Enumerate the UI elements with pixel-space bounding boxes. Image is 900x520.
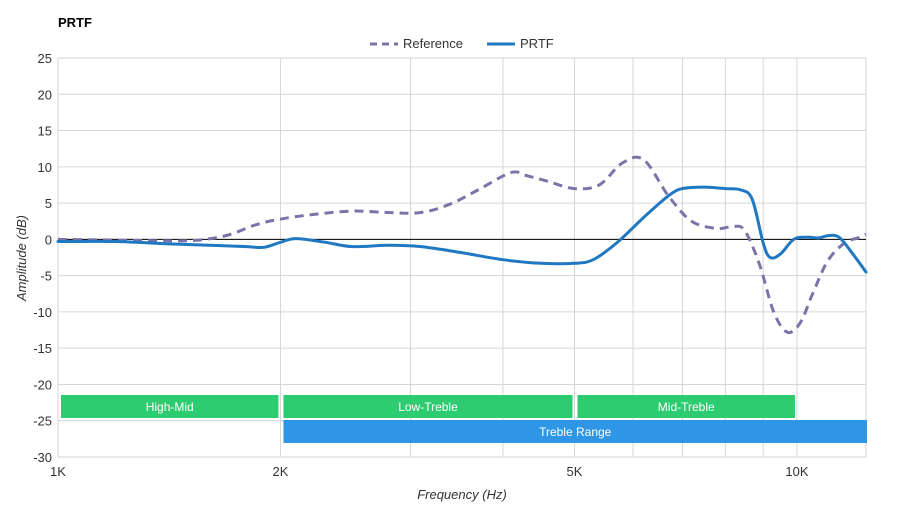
chart-title: PRTF — [58, 15, 92, 30]
y-tick-label: -10 — [33, 305, 52, 320]
y-tick-label: -30 — [33, 450, 52, 465]
y-axis-label: Amplitude (dB) — [14, 215, 29, 302]
legend: Reference PRTF — [370, 36, 554, 51]
x-tick-label: 2K — [272, 464, 288, 479]
y-tick-label: 0 — [45, 232, 52, 247]
band-label: High-Mid — [146, 400, 194, 414]
y-tick-label: -25 — [33, 414, 52, 429]
band-mid-treble — [577, 395, 795, 418]
x-tick-label: 5K — [567, 464, 583, 479]
y-tick-labels: 25 20 15 10 5 0 -5 -10 -15 -20 -25 -30 — [33, 51, 52, 465]
band-label: Treble Range — [539, 425, 612, 439]
band-high-mid — [61, 395, 279, 418]
y-tick-label: 15 — [38, 124, 52, 139]
y-tick-label: 20 — [38, 87, 52, 102]
y-tick-label: -5 — [40, 269, 52, 284]
y-tick-label: -20 — [33, 377, 52, 392]
legend-reference-label: Reference — [403, 36, 463, 51]
range-bands: High-Mid Low-Treble Mid-Treble Treble Range — [61, 395, 867, 443]
band-treble-range — [283, 420, 867, 443]
band-label: Low-Treble — [398, 400, 458, 414]
series-line-reference — [57, 155, 867, 335]
y-tick-label: 5 — [45, 196, 52, 211]
y-tick-label: -15 — [33, 341, 52, 356]
x-tick-labels: 1K 2K 5K 10K — [50, 464, 809, 479]
legend-prtf-label: PRTF — [520, 36, 554, 51]
y-tick-label: 10 — [38, 160, 52, 175]
series-lines — [56, 155, 868, 335]
x-tick-label: 1K — [50, 464, 66, 479]
x-tick-label: 10K — [785, 464, 808, 479]
x-axis-label: Frequency (Hz) — [417, 487, 507, 502]
band-low-treble — [283, 395, 573, 418]
y-tick-label: 25 — [38, 51, 52, 66]
band-label: Mid-Treble — [658, 400, 715, 414]
series-line-prtf — [56, 185, 868, 274]
